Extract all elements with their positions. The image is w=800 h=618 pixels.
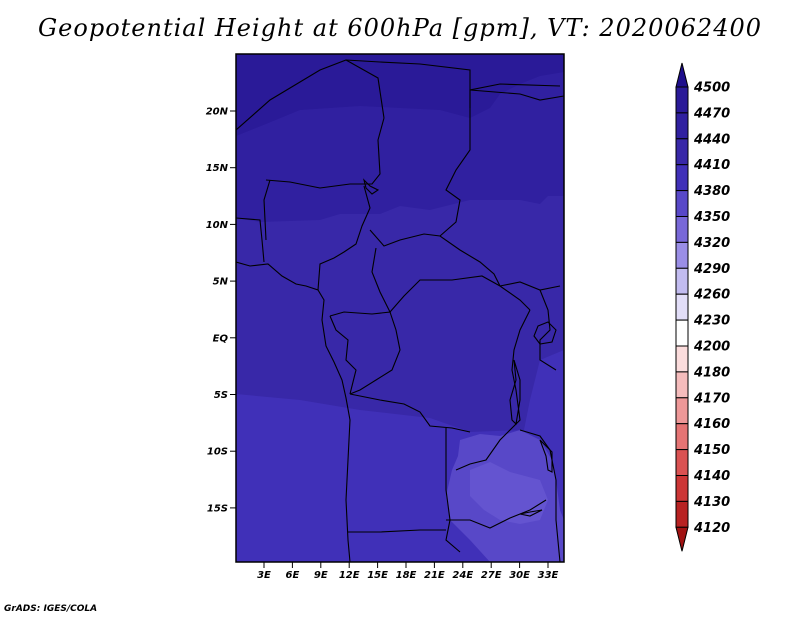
lat-tick-label: 20N — [206, 107, 229, 118]
lat-tick-label: 5N — [213, 277, 229, 288]
lake-chad — [362, 178, 380, 195]
map-frame — [235, 53, 565, 563]
coastline-west — [236, 261, 351, 562]
colorbar-level-label: 4150 — [693, 443, 730, 458]
colorbar-level-label: 4160 — [693, 417, 730, 432]
lon-tick-label: 21E — [424, 570, 445, 581]
colorbar-bottom-arrow — [675, 526, 689, 552]
colorbar-level-label: 4230 — [693, 314, 730, 329]
lon-tick-label: 3E — [257, 570, 271, 581]
colorbar-top-arrow — [675, 62, 689, 88]
colorbar-segment — [675, 241, 689, 269]
border-zambia-zimbabwe — [446, 499, 547, 529]
border-niger-nigeria — [265, 117, 385, 189]
border-angola-namibia — [348, 529, 446, 533]
lat-tick-label: 15N — [206, 163, 229, 174]
colorbar-segment — [675, 267, 689, 295]
border-east-3 — [469, 89, 564, 101]
grads-credit: GrADS: IGES/COLA — [4, 604, 98, 614]
lon-tick-label: 6E — [286, 570, 300, 581]
border-west-1 — [236, 217, 265, 263]
colorbar-segment — [675, 423, 689, 451]
lake-malawi — [539, 439, 553, 473]
lon-tick-label: 33E — [538, 570, 559, 581]
lon-tick-label: 24E — [452, 570, 473, 581]
colorbar-segment — [675, 190, 689, 218]
lon-tick-label: 27E — [481, 570, 502, 581]
colorbar-segment — [675, 112, 689, 140]
shaded-field — [236, 54, 564, 562]
lake-tanganyika — [509, 359, 521, 426]
colorbar-level-label: 4320 — [693, 236, 730, 251]
lon-tick-label: 15E — [367, 570, 388, 581]
colorbar-segment — [675, 397, 689, 425]
longitude-axis: 3E 6E 9E 12E 15E 18E 21E 24E 27E 30E 33E — [257, 562, 559, 581]
colorbar-level-label: 4500 — [693, 81, 730, 96]
colorbar-segment — [675, 216, 689, 243]
colorbar-segment — [675, 86, 689, 114]
border-congo-drc — [349, 311, 401, 395]
field-band-4410-central — [236, 150, 564, 432]
field-band-4380-inner — [470, 462, 548, 524]
colorbar: 4500 4470 4440 4410 4380 4350 4320 4290 4260 4230… — [675, 62, 730, 552]
lon-tick-label: 30E — [509, 570, 530, 581]
border-drc-east — [455, 309, 531, 471]
colorbar-level-label: 4140 — [693, 469, 730, 484]
colorbar-level-label: 4120 — [693, 521, 730, 536]
colorbar-segment — [675, 138, 689, 166]
colorbar-level-label: 4180 — [693, 365, 730, 380]
colorbar-segment — [675, 449, 689, 477]
colorbar-segment — [675, 500, 689, 528]
lon-tick-label: 12E — [339, 570, 360, 581]
border-niger-libya — [345, 59, 471, 108]
colorbar-segment — [675, 319, 689, 347]
lat-tick-label: 5S — [214, 390, 228, 401]
field-band-4470-sahara — [236, 54, 564, 136]
chart-title: Geopotential Height at 600hPa [gpm], VT:… — [38, 14, 762, 42]
colorbar-level-label: 4260 — [693, 288, 730, 303]
border-east-1 — [539, 289, 557, 371]
border-drc-north — [389, 275, 531, 313]
border-west-2 — [263, 179, 271, 241]
lat-tick-label: 15S — [207, 503, 228, 514]
lat-tick-label: EQ — [213, 333, 229, 344]
border-car — [369, 229, 501, 287]
colorbar-level-label: 4170 — [693, 391, 730, 406]
country-borders — [236, 59, 564, 562]
border-drc-angola — [349, 393, 471, 433]
colorbar-segment — [675, 293, 689, 321]
border-east-2 — [519, 429, 561, 562]
colorbar-level-label: 4440 — [693, 132, 730, 147]
border-angola-zambia — [445, 428, 461, 553]
lat-tick-label: 10N — [206, 220, 229, 231]
colorbar-segment — [675, 345, 689, 373]
border-sudan-drc — [499, 281, 561, 291]
lake-victoria — [533, 321, 557, 345]
lon-tick-label: 18E — [396, 570, 417, 581]
border-chad-east — [439, 108, 471, 237]
kariba-lake — [519, 509, 543, 517]
colorbar-level-label: 4380 — [693, 184, 730, 199]
border-chad-sudan — [469, 83, 561, 108]
lon-tick-label: 9E — [314, 570, 328, 581]
colorbar-segment — [675, 475, 689, 502]
colorbar-level-label: 4200 — [693, 340, 730, 355]
colorbar-level-label: 4470 — [693, 106, 730, 121]
colorbar-level-label: 4410 — [693, 158, 730, 173]
colorbar-segment — [675, 164, 689, 192]
colorbar-level-label: 4130 — [693, 495, 730, 510]
border-gabon — [329, 315, 357, 395]
colorbar-level-label: 4290 — [693, 262, 730, 277]
colorbar-level-label: 4350 — [693, 210, 730, 225]
border-nigeria-cameroon — [317, 185, 371, 291]
lat-tick-label: 10S — [207, 447, 228, 458]
colorbar-segment — [675, 371, 689, 399]
latitude-axis: 20N 15N 10N 5N EQ 5S 10S 15S — [206, 107, 236, 514]
border-algeria-mali — [236, 59, 385, 131]
